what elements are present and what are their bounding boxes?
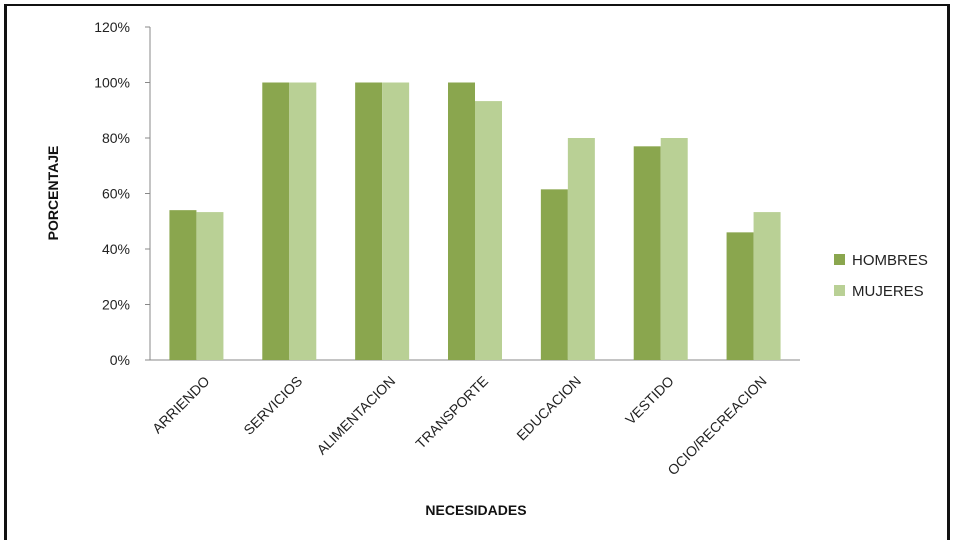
bar-mujeres-2 — [289, 82, 317, 360]
bar-hombres-4 — [448, 82, 475, 360]
x-axis-title: NECESIDADES — [425, 502, 526, 518]
x-tick-label: TRANSPORTE — [412, 373, 491, 452]
y-tick-label: 40% — [102, 241, 130, 257]
y-tick-label: 20% — [102, 297, 130, 313]
y-tick-labels: 0% 20% 40% 60% 80% 100% 120% — [94, 19, 150, 368]
x-tick-labels: ARRIENDO SERVICIOS ALIMENTACION TRANSPORTE E… — [149, 373, 770, 478]
bar-hombres-1 — [169, 210, 197, 360]
legend-swatch-mujeres — [834, 285, 845, 296]
bar-mujeres-1 — [196, 212, 224, 360]
y-tick-label: 120% — [94, 19, 130, 35]
y-tick-label: 80% — [102, 130, 130, 146]
bar-mujeres-3 — [382, 82, 410, 360]
y-tick-label: 100% — [94, 75, 130, 91]
legend: HOMBRES MUJERES — [834, 252, 928, 300]
chart-frame — [4, 4, 950, 540]
bar-hombres-2 — [262, 82, 290, 360]
bar-hombres-5 — [540, 189, 568, 360]
legend-label-hombres: HOMBRES — [852, 252, 928, 269]
legend-swatch-hombres — [834, 254, 845, 265]
bars — [169, 82, 781, 360]
bar-hombres-6 — [633, 146, 661, 360]
x-tick-label: SERVICIOS — [240, 373, 305, 438]
y-tick-label: 60% — [102, 186, 130, 202]
bar-hombres-3 — [355, 82, 383, 360]
bar-mujeres-5 — [567, 138, 595, 360]
x-tick-label: OCIO/RECREACION — [664, 373, 769, 478]
bar-mujeres-6 — [660, 138, 688, 360]
bar-mujeres-7 — [753, 212, 781, 360]
bar-mujeres-4 — [475, 101, 502, 360]
x-tick-label: ARRIENDO — [149, 373, 213, 437]
y-tick-label: 0% — [110, 352, 130, 368]
x-tick-label: VESTIDO — [622, 373, 677, 428]
y-axis-title: PORCENTAJE — [45, 146, 61, 241]
x-tick-label: ALIMENTACION — [313, 373, 398, 458]
legend-label-mujeres: MUJERES — [852, 283, 924, 300]
bar-hombres-7 — [726, 232, 754, 360]
x-tick-label: EDUCACION — [513, 373, 584, 444]
